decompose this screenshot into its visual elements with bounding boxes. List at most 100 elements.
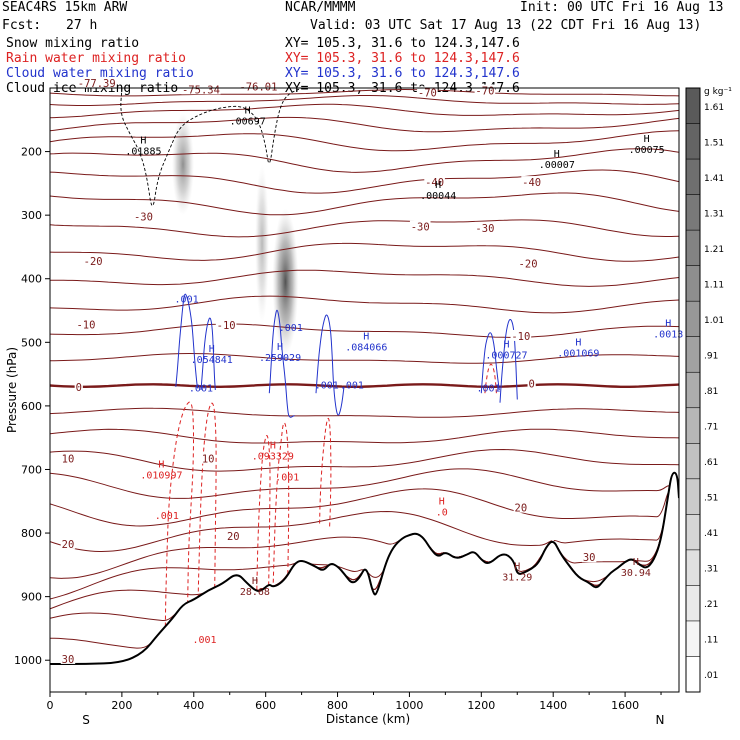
x-tick-label-8: 1600 <box>611 699 639 712</box>
y-tick-label-4: 600 <box>21 400 42 413</box>
y-tick-label-2: 400 <box>21 273 42 286</box>
colorbar-segment-0 <box>686 88 700 125</box>
legend-snow-name: Snow mixing ratio <box>6 36 140 51</box>
colorbar-segment-3 <box>686 194 700 231</box>
isotherm-16 <box>50 448 679 472</box>
colorbar-segment-6 <box>686 301 700 338</box>
colorbar-label-12: .41 <box>704 529 718 539</box>
extrema-value-14: .000727 <box>485 351 527 362</box>
model-title: SEAC4RS 15km ARW <box>2 0 128 15</box>
extrema-h-23: H <box>252 576 258 587</box>
contour-labels: -77.39-75.34 -76.01 -70 -70-40 -40-30-30 -30-… <box>60 76 683 666</box>
y-tick-label-3: 500 <box>21 336 42 349</box>
temp-label-20: 20 <box>227 531 240 543</box>
south-end-label: S <box>82 713 90 727</box>
x-tick-label-4: 800 <box>327 699 348 712</box>
temp-label-10: -20 <box>84 256 103 268</box>
isotherm-5 <box>50 148 679 173</box>
temp-label-bg-16 <box>527 377 536 389</box>
extrema-h-18: H <box>270 441 276 452</box>
extrema-value-7: .001 <box>189 384 213 395</box>
temp-label-6: -40 <box>522 177 541 189</box>
y-tick-label-5: 700 <box>21 463 42 476</box>
temp-label-bg-2 <box>238 80 279 92</box>
valid-time: Valid: 03 UTC Sat 17 Aug 13 (22 CDT Fri … <box>310 18 702 33</box>
colorbar-segment-4 <box>686 230 700 267</box>
temp-label-bg-22 <box>581 551 597 563</box>
y-tick-label-7: 900 <box>21 591 42 604</box>
extrema-value-18: .093329 <box>252 452 294 463</box>
x-tick-label-3: 600 <box>255 699 276 712</box>
temp-label-bg-5 <box>424 176 445 188</box>
y-tick-label-6: 800 <box>21 527 42 540</box>
extrema-value-12: .001 <box>340 380 364 391</box>
y-tick-label-1: 300 <box>21 209 42 222</box>
temp-label-bg-4 <box>474 84 496 96</box>
isotherm-13 <box>50 352 679 364</box>
x-tick-label-0: 0 <box>47 699 54 712</box>
colorbar-label-0: 1.61 <box>704 103 724 113</box>
temp-label-bg-21 <box>60 537 76 549</box>
isotherm-14 <box>50 407 679 418</box>
legend-rain-name: Rain water mixing ratio <box>6 51 187 66</box>
colorbar-label-5: 1.11 <box>704 280 724 290</box>
colorbar-label-7: .91 <box>704 351 718 361</box>
colorbar-segment-14 <box>686 585 700 622</box>
rain-contour-2 <box>256 435 271 597</box>
colorbar-label-15: .11 <box>704 636 718 646</box>
temp-label-bg-7 <box>133 210 154 222</box>
cloud-water-contours <box>175 293 518 418</box>
temp-label-bg-23 <box>60 652 76 664</box>
colorbar-label-9: .71 <box>704 423 718 433</box>
isotherm-0 <box>50 88 679 97</box>
y-tick-label-8: 1000 <box>14 654 42 667</box>
temp-label-1: -75.34 <box>182 84 220 96</box>
temp-label-bg-15 <box>74 380 83 392</box>
extrema-value-8: .259029 <box>259 353 301 364</box>
temp-label-bg-3 <box>417 86 438 98</box>
temp-label-bg-1 <box>181 83 221 95</box>
isotherm-20 <box>50 489 679 579</box>
extrema-value-13: .001 <box>476 384 500 395</box>
extrema-h-0: H <box>140 135 146 146</box>
terrain-layer <box>50 471 679 692</box>
temp-label-22: 30 <box>583 552 596 564</box>
extrema-h-15: H <box>575 338 581 349</box>
legend-rain-xy: XY= 105.3, 31.6 to 124.3,147.6 <box>285 51 520 66</box>
extrema-value-15: .001069 <box>557 349 599 360</box>
colorbar-segment-15 <box>686 620 700 657</box>
x-tick-label-6: 1200 <box>467 699 495 712</box>
extrema-value-2: .00044 <box>420 191 456 202</box>
isotherm-3 <box>50 116 679 133</box>
colorbar-segment-10 <box>686 443 700 480</box>
rain-contour-3 <box>272 422 290 597</box>
zero-isotherm <box>50 383 679 389</box>
colorbar-label-6: 1.01 <box>704 316 724 326</box>
temp-label-11: -20 <box>519 258 538 270</box>
temp-label-3: -70 <box>418 87 437 99</box>
y-axis-label: Pressure (hPa) <box>5 347 19 433</box>
isotherm-19 <box>50 489 679 553</box>
cloud-contour-1 <box>200 317 216 391</box>
extrema-value-19: .001 <box>275 473 299 484</box>
extrema-value-9: .001 <box>279 323 303 334</box>
extrema-h-17: H <box>158 460 164 471</box>
legend-cloud-name: Cloud water mixing ratio <box>6 66 194 81</box>
extrema-h-4: H <box>644 134 650 145</box>
extrema-value-25: 30.94 <box>621 568 651 579</box>
temp-label-bg-14 <box>510 329 532 341</box>
temp-label-19: 20 <box>515 503 528 515</box>
colorbar-label-3: 1.31 <box>704 209 724 219</box>
colorbar-label-1: 1.51 <box>704 138 724 148</box>
isotherm-4 <box>50 130 679 152</box>
colorbar-label-14: .21 <box>704 600 718 610</box>
extrema-value-23: 28.68 <box>240 587 270 598</box>
extrema-value-20: .001 <box>155 511 179 522</box>
plot-frame <box>49 87 680 693</box>
temp-label-bg-13 <box>215 319 237 331</box>
extrema-value-4: .00075 <box>629 145 665 156</box>
temp-label-bg-18 <box>60 452 76 464</box>
ice-shading-0 <box>171 113 194 216</box>
extrema-value-17: .010997 <box>140 471 182 482</box>
extrema-h-16: H <box>665 319 671 330</box>
